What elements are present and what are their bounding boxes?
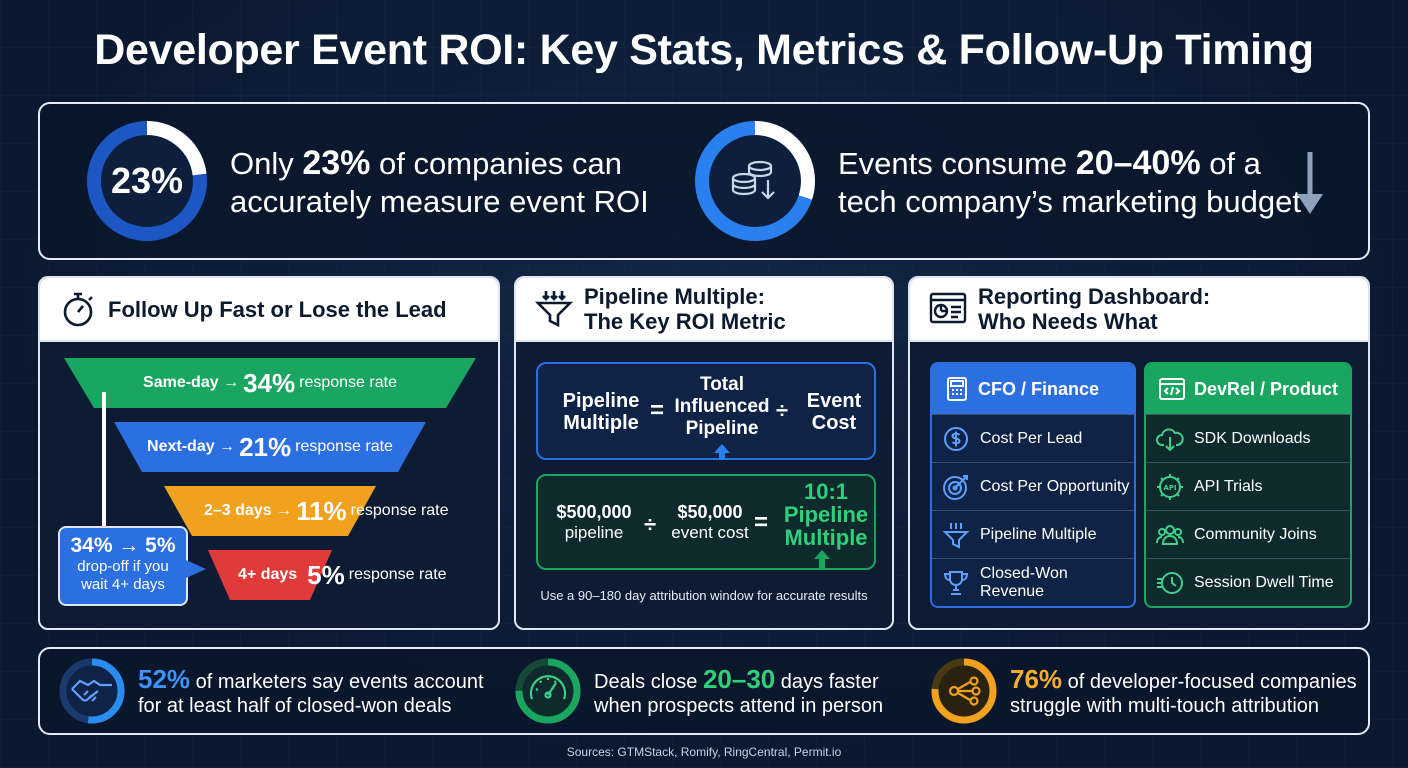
cfo-item-cost-per-opportunity: Cost Per Opportunity bbox=[932, 462, 1134, 510]
stat-handshake bbox=[58, 657, 126, 725]
svg-text:API: API bbox=[1163, 484, 1176, 492]
dashboard-title: Reporting Dashboard: Who Needs What bbox=[978, 284, 1211, 334]
followup-title: Follow Up Fast or Lose the Lead bbox=[108, 296, 447, 322]
stat-ring-progress bbox=[59, 658, 125, 724]
devrel-item-session-dwell-time: Session Dwell Time bbox=[1146, 558, 1350, 606]
formula-equals: = bbox=[650, 397, 665, 424]
example-divide: ÷ bbox=[644, 512, 657, 537]
devrel-item-sdk-downloads: SDK Downloads bbox=[1146, 414, 1350, 462]
dashboard-card-header: Reporting Dashboard: Who Needs What bbox=[910, 278, 1368, 342]
pipeline-title: Pipeline Multiple: The Key ROI Metric bbox=[584, 284, 786, 334]
clock-icon bbox=[1157, 571, 1183, 594]
funnel-icon bbox=[534, 291, 574, 328]
ring-percent-label: 23% bbox=[110, 160, 184, 201]
sources-footer: Sources: GTMStack, Romify, RingCentral, … bbox=[566, 745, 842, 759]
band-2-3-days: 2–3 days → 11% response rate bbox=[204, 495, 449, 526]
arrow-up-icon bbox=[714, 444, 730, 460]
measure-roi-stat: Only 23% of companies can accurately mea… bbox=[230, 144, 649, 219]
people-icon bbox=[1156, 524, 1184, 545]
band-same-day: Same-day → 34% response rate bbox=[143, 367, 397, 398]
followup-card-header: Follow Up Fast or Lose the Lead bbox=[40, 278, 498, 342]
cloud-download-icon bbox=[1156, 427, 1184, 451]
code-window-icon bbox=[1159, 378, 1185, 400]
top-stats-panel: 23% Only 23% of companies can accurately… bbox=[38, 102, 1370, 260]
stat-share-nodes bbox=[930, 657, 998, 725]
dashboard-card: Reporting Dashboard: Who Needs What CFO … bbox=[908, 276, 1370, 630]
devrel-item-api-trials: API API Trials bbox=[1146, 462, 1350, 510]
arrow-down-icon bbox=[1297, 152, 1323, 214]
trophy-icon bbox=[943, 570, 969, 595]
formula-denominator: Event Cost bbox=[806, 390, 862, 434]
dropoff-callout: 34% → 5% drop-off if you wait 4+ days bbox=[58, 526, 188, 606]
formula-numerator: Total Influenced Pipeline bbox=[674, 374, 770, 439]
funnel-band-shape bbox=[114, 422, 426, 472]
budget-stat: Events consume 20–40% of a tech company’… bbox=[838, 144, 1301, 219]
stat-ring-progress bbox=[515, 658, 581, 724]
devrel-column-header: DevRel / Product bbox=[1146, 364, 1350, 414]
ring-progress bbox=[87, 121, 207, 241]
devrel-item-community-joins: Community Joins bbox=[1146, 510, 1350, 558]
formula-lhs: Pipeline Multiple bbox=[562, 390, 640, 434]
calculator-icon bbox=[947, 377, 967, 401]
cfo-column-header: CFO / Finance bbox=[932, 364, 1134, 414]
followup-funnel: Same-day → 34% response rate Next-day → 21%… bbox=[40, 344, 498, 628]
ring-progress bbox=[695, 121, 815, 241]
attribution-note: Use a 90–180 day attribution window for … bbox=[540, 588, 868, 603]
bottom-stats-panel: 52% of marketers say events account for … bbox=[38, 647, 1370, 735]
budget-ring bbox=[692, 118, 818, 244]
devrel-column: DevRel / Product SDK Downloads API API T… bbox=[1144, 362, 1352, 608]
followup-card: Follow Up Fast or Lose the Lead Same-day… bbox=[38, 276, 500, 630]
stat-speedometer bbox=[514, 657, 582, 725]
dollar-icon bbox=[944, 426, 968, 451]
stat-ring-progress bbox=[931, 658, 997, 724]
example-result: 10:1 Pipeline Multiple bbox=[783, 479, 869, 550]
formula-divide: ÷ bbox=[776, 398, 789, 423]
stat-attribution-struggle: 76% of developer-focused companies strug… bbox=[1010, 664, 1357, 717]
stat-events-closed-won: 52% of marketers say events account for … bbox=[138, 664, 484, 717]
dashboard-icon bbox=[929, 292, 967, 324]
page-title: Developer Event ROI: Key Stats, Metrics … bbox=[94, 26, 1314, 74]
cfo-item-closed-won-revenue: Closed-Won Revenue bbox=[932, 558, 1134, 606]
cfo-item-cost-per-lead: Cost Per Lead bbox=[932, 414, 1134, 462]
funnel-band-shape bbox=[164, 486, 376, 536]
example-box: $500,000 pipeline ÷ $50,000 event cost =… bbox=[536, 474, 876, 570]
pipeline-card-header: Pipeline Multiple: The Key ROI Metric bbox=[516, 278, 892, 342]
pipeline-card: Pipeline Multiple: The Key ROI Metric Pi… bbox=[514, 276, 894, 630]
funnel-band-shape bbox=[64, 358, 476, 408]
funnel-band-shape bbox=[208, 550, 332, 600]
formula-box: Pipeline Multiple = Total Influenced Pipeli… bbox=[536, 362, 876, 460]
example-pipeline: $500,000 pipeline bbox=[556, 502, 632, 542]
target-icon bbox=[943, 474, 968, 500]
result-arrow-up-icon bbox=[814, 550, 830, 568]
stat-deals-faster: Deals close 20–30 days faster when prosp… bbox=[594, 664, 884, 717]
api-gear-icon: API bbox=[1157, 473, 1183, 500]
callout-pointer bbox=[186, 560, 206, 578]
cfo-item-pipeline-multiple: Pipeline Multiple bbox=[932, 510, 1134, 558]
funnel-icon bbox=[942, 522, 970, 549]
band-next-day: Next-day → 21% response rate bbox=[147, 431, 393, 462]
example-event-cost: $50,000 event cost bbox=[671, 502, 749, 542]
stopwatch-icon bbox=[63, 292, 93, 327]
handshake-icon bbox=[71, 679, 112, 702]
band-4-plus-days: 4+ days 5% response rate bbox=[238, 559, 447, 590]
cfo-column: CFO / Finance Cost Per Lead Cost Per Opp… bbox=[930, 362, 1136, 608]
share-nodes-icon bbox=[948, 676, 981, 706]
measure-roi-ring: 23% bbox=[84, 118, 210, 244]
coins-down-icon bbox=[731, 160, 775, 200]
example-equals: = bbox=[754, 509, 769, 536]
speedometer-icon bbox=[529, 675, 567, 700]
